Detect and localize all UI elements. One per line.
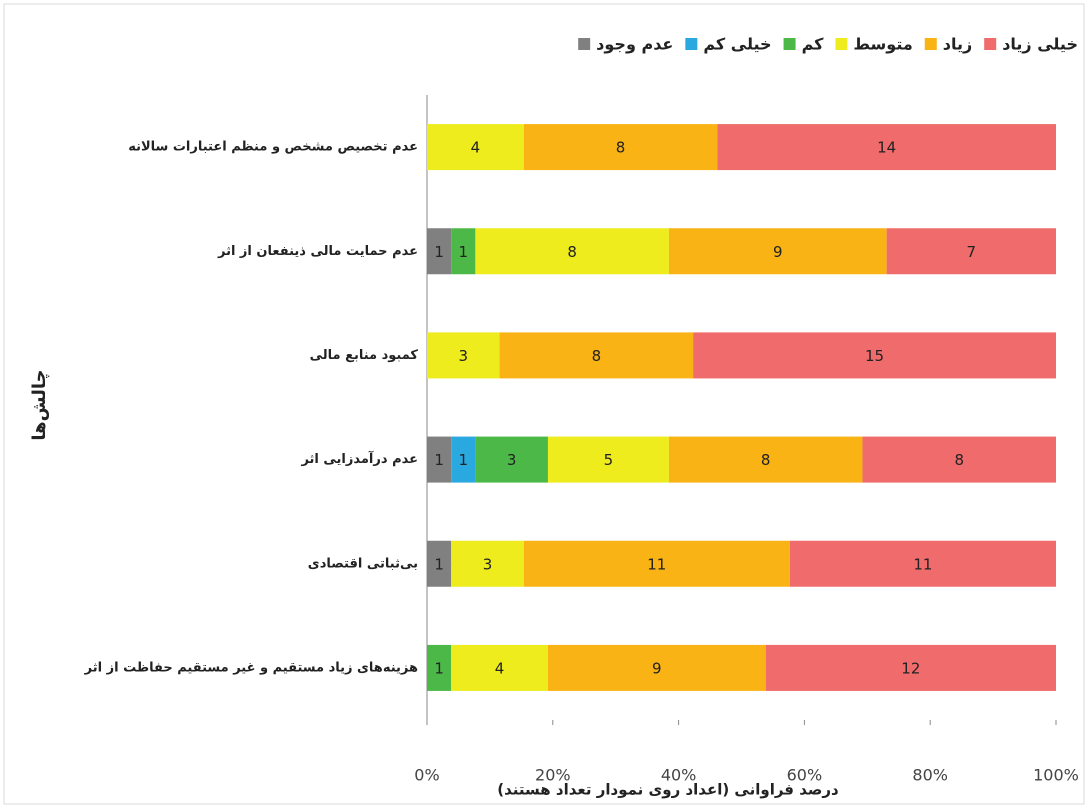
x-tick-label: 100%: [1033, 766, 1079, 785]
legend-swatch: [984, 38, 997, 50]
chart-frame: [3, 3, 1085, 805]
bar-segment: [427, 436, 452, 483]
data-label: 1: [434, 659, 444, 677]
bar-segment: [451, 228, 476, 275]
data-label: 4: [471, 139, 481, 157]
y-axis-title: چالش‌ها: [29, 369, 50, 440]
bar-segment: [475, 436, 548, 483]
data-label: 11: [913, 555, 932, 573]
bar-segment: [789, 540, 1056, 587]
data-label: 8: [954, 451, 964, 469]
x-tick-label: 80%: [912, 766, 948, 785]
legend-label: کم: [802, 35, 825, 54]
data-label: 1: [459, 243, 469, 261]
bar-segment: [862, 436, 1056, 483]
bar-segment: [427, 644, 452, 691]
data-label: 1: [459, 451, 469, 469]
category-label: عدم درآمدزایی اثر: [300, 450, 418, 467]
data-label: 14: [877, 139, 896, 157]
legend-label: خیلی کم: [703, 35, 771, 54]
bar-segment: [451, 540, 524, 587]
data-label: 9: [773, 243, 783, 261]
data-label: 8: [761, 451, 771, 469]
legend-label: متوسط: [853, 35, 912, 54]
bar-segment: [765, 644, 1056, 691]
data-label: 5: [604, 451, 614, 469]
data-label: 4: [495, 659, 505, 677]
legend-swatch: [783, 38, 796, 50]
legend-swatch: [924, 38, 937, 50]
data-label: 7: [967, 243, 977, 261]
x-tick-label: 20%: [535, 766, 571, 785]
bar-segment: [427, 124, 524, 171]
data-label: 1: [434, 555, 444, 573]
bar-segment: [547, 644, 766, 691]
bar-segment: [499, 332, 694, 379]
data-label: 8: [567, 243, 577, 261]
legend-label: عدم وجود: [596, 35, 673, 54]
data-label: 3: [459, 347, 469, 365]
bar-segment: [717, 124, 1056, 171]
bar-segment: [886, 228, 1056, 275]
category-label: بی‌ثباتی اقتصادی: [308, 556, 418, 571]
data-label: 9: [652, 659, 662, 677]
bar-segment: [547, 436, 669, 483]
bar-segment: [451, 436, 476, 483]
legend-label: زیاد: [943, 35, 972, 54]
data-label: 12: [901, 659, 920, 677]
legend-label: خیلی زیاد: [1002, 35, 1078, 54]
bar-segment: [427, 228, 452, 275]
legend-swatch: [685, 38, 698, 50]
bar-segment: [523, 124, 718, 171]
legend-swatch: [578, 38, 591, 50]
data-label: 3: [483, 555, 493, 573]
bar-segment: [693, 332, 1056, 379]
data-label: 11: [647, 555, 666, 573]
data-label: 1: [434, 451, 444, 469]
x-tick-label: 60%: [787, 766, 823, 785]
bar-segment: [427, 332, 500, 379]
x-tick-label: 0%: [414, 766, 439, 785]
bar-segment: [668, 436, 863, 483]
bar-segment: [427, 540, 452, 587]
bar-segment: [523, 540, 790, 587]
data-label: 15: [865, 347, 884, 365]
x-tick-label: 40%: [661, 766, 697, 785]
legend-swatch: [835, 38, 848, 50]
bar-segment: [451, 644, 548, 691]
x-axis-title: درصد فراوانی (اعداد روی نمودار تعداد هست…: [497, 781, 839, 799]
category-label: هزینه‌های زیاد مستقیم و غیر مستقیم حفاظت…: [84, 660, 418, 675]
category-label: عدم تخصیص مشخص و منظم اعتبارات سالانه: [128, 140, 418, 155]
data-label: 8: [592, 347, 602, 365]
category-label: کمبود منابع مالی: [310, 348, 419, 363]
category-label: عدم حمایت مالی ذینفعان از اثر: [217, 244, 418, 259]
data-label: 1: [434, 243, 444, 261]
bar-segment: [668, 228, 887, 275]
data-label: 8: [616, 139, 626, 157]
bar-segment: [475, 228, 669, 275]
data-label: 3: [507, 451, 517, 469]
